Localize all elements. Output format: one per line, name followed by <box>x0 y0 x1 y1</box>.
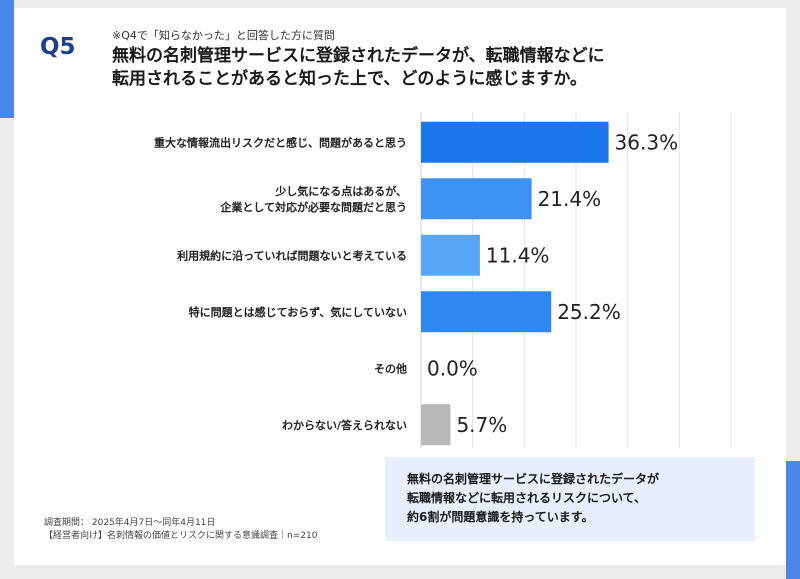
category-label-4: 特に問題とは感じておらず、気にしていない <box>189 305 407 319</box>
callout-line-1: 無料の名刺管理サービスに登録されたデータが <box>407 472 660 486</box>
question-note: ※Q4で「知らなかった」と回答した方に質問 <box>112 29 335 42</box>
summary-callout: 無料の名刺管理サービスに登録されたデータが 転職情報などに転用されるリスクについ… <box>385 457 755 541</box>
bar-6 <box>421 404 451 446</box>
bar-1 <box>421 121 609 163</box>
question-number: Q5 <box>40 34 76 60</box>
value-label-6: 5.7% <box>456 413 507 437</box>
category-label-5: その他 <box>374 361 407 375</box>
category-label-2-line-1: 少し気になる点はあるが、 <box>274 184 407 198</box>
survey-period: 調査期間： 2025年4月7日〜同年4月11日 <box>44 518 216 528</box>
question-line-2: 転用されることがあると知った上で、どのように感じますか。 <box>112 69 587 89</box>
question-text: 無料の名刺管理サービスに登録されたデータが、転職情報などに 転用されることがある… <box>112 45 712 91</box>
survey-footer: 調査期間： 2025年4月7日〜同年4月11日 【経営者向け】名刺情報の価値とリ… <box>44 517 317 543</box>
accent-bar-top-left <box>0 0 14 118</box>
accent-bar-bottom-right <box>786 461 800 579</box>
value-label-3: 11.4% <box>486 243 550 267</box>
question-line-1: 無料の名刺管理サービスに登録されたデータが、転職情報などに <box>112 46 605 66</box>
value-label-5: 0.0% <box>427 356 478 380</box>
survey-name: 【経営者向け】名刺情報の価値とリスクに関する意識調査｜n=210 <box>44 531 318 541</box>
value-label-2: 21.4% <box>538 187 602 211</box>
callout-line-3: 約6割が問題意識を持っています。 <box>407 510 594 524</box>
category-label-3: 利用規約に沿っていれば問題ないと考えている <box>177 248 407 262</box>
category-label-2-line-2: 企業として対応が必要な問題だと思う <box>219 200 407 214</box>
category-label-6: わからない/答えられない <box>282 418 407 432</box>
value-label-1: 36.3% <box>615 130 679 154</box>
callout-line-2: 転職情報などに転用されるリスクについて、 <box>407 491 647 505</box>
value-label-4: 25.2% <box>557 300 621 324</box>
bar-2 <box>421 178 532 220</box>
category-label-1: 重大な情報流出リスクだと感じ、問題があると思う <box>154 135 407 149</box>
bar-3 <box>421 234 480 276</box>
bar-4 <box>421 291 552 333</box>
